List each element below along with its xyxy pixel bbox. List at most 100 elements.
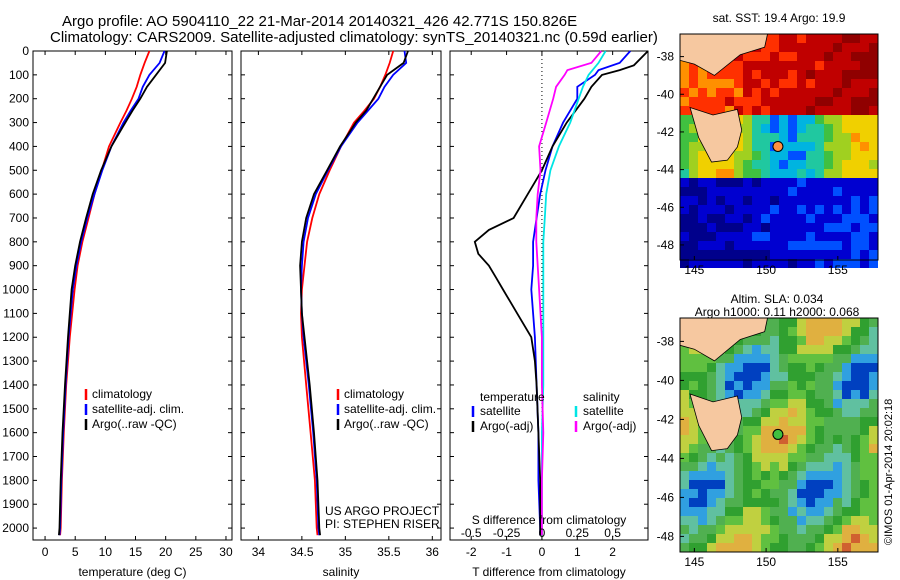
map-cell [698,205,707,214]
map-cell [725,187,734,196]
map-cell [734,97,743,106]
salinity-panel: 34 34.5 35 35.5 36 salinity climatologysatelli… [240,50,442,579]
map-cell [851,381,860,390]
map-cell [833,142,842,151]
map-cell [788,327,797,336]
map-cell [851,187,860,196]
map-cell [707,88,716,97]
map-cell [734,214,743,223]
map-cell [689,259,698,268]
map-cell [698,363,707,372]
map-cell [806,34,815,43]
map-cell [779,363,788,372]
map-cell [851,214,860,223]
map-cell [761,133,770,142]
map-cell [779,124,788,133]
map-cell [860,61,869,70]
map-cell [833,115,842,124]
map-cell [806,471,815,480]
map-cell [734,241,743,250]
map-cell [815,363,824,372]
series-line [473,50,649,536]
map-cell [770,471,779,480]
map-cell [842,250,851,259]
sla-map-title: Altim. SLA: 0.034 [731,292,824,306]
map-cell [860,408,869,417]
map-cell [815,196,824,205]
map-cell [689,525,698,534]
map-cell [833,133,842,142]
map-cell [761,471,770,480]
map-cell [851,169,860,178]
map-cell [752,115,761,124]
map-cell [770,462,779,471]
map-cell [689,471,698,480]
map-cell [869,516,878,525]
map-cell [779,498,788,507]
map-cell [851,363,860,372]
map-cell [815,525,824,534]
map-cell [869,115,878,124]
sst-map: -38 -40 -42 -44 -46 -48 145 150 155 sat. SST: 19.… [657,11,879,277]
map-cell [716,381,725,390]
map-cell [680,178,689,187]
map-cell [725,480,734,489]
map-cell [860,417,869,426]
map-cell [743,444,752,453]
map-cell [689,444,698,453]
map-cell [743,453,752,462]
map-cell [851,43,860,52]
map-cell [824,169,833,178]
map-cell [860,462,869,471]
map-cell [833,241,842,250]
map-cell [860,250,869,259]
map-cell [824,417,833,426]
map-cell [842,471,851,480]
map-cell [824,471,833,480]
map-cell [851,471,860,480]
map-cell [770,444,779,453]
map-cell [806,507,815,516]
map-cell [806,543,815,552]
map-cell [725,232,734,241]
map-cell [716,498,725,507]
map-cell [815,88,824,97]
map-cell [761,61,770,70]
map-cell [680,61,689,70]
map-cell [752,241,761,250]
map-cell [725,489,734,498]
map-cell [689,354,698,363]
map-cell [869,336,878,345]
lat-tick-label: -44 [657,451,675,465]
map-cell [842,97,851,106]
lon-tick-label: 150 [756,263,776,277]
map-cell [842,390,851,399]
map-cell [869,241,878,250]
map-cell [806,70,815,79]
map-cell [833,214,842,223]
map-cell [680,151,689,160]
map-cell [725,345,734,354]
map-cell [779,79,788,88]
map-cell [689,160,698,169]
map-cell [698,241,707,250]
map-cell [743,178,752,187]
map-cell [752,196,761,205]
y-tick-label: 500 [9,163,29,177]
map-cell [797,205,806,214]
map-cell [815,354,824,363]
map-cell [842,345,851,354]
map-cell [779,160,788,169]
map-cell [761,426,770,435]
map-cell [806,178,815,187]
map-cell [761,106,770,115]
map-cell [815,408,824,417]
map-cell [824,426,833,435]
map-cell [815,453,824,462]
map-cell [788,196,797,205]
map-cell [815,390,824,399]
map-cell [770,241,779,250]
map-cell [806,160,815,169]
map-cell [851,97,860,106]
map-cell [797,336,806,345]
